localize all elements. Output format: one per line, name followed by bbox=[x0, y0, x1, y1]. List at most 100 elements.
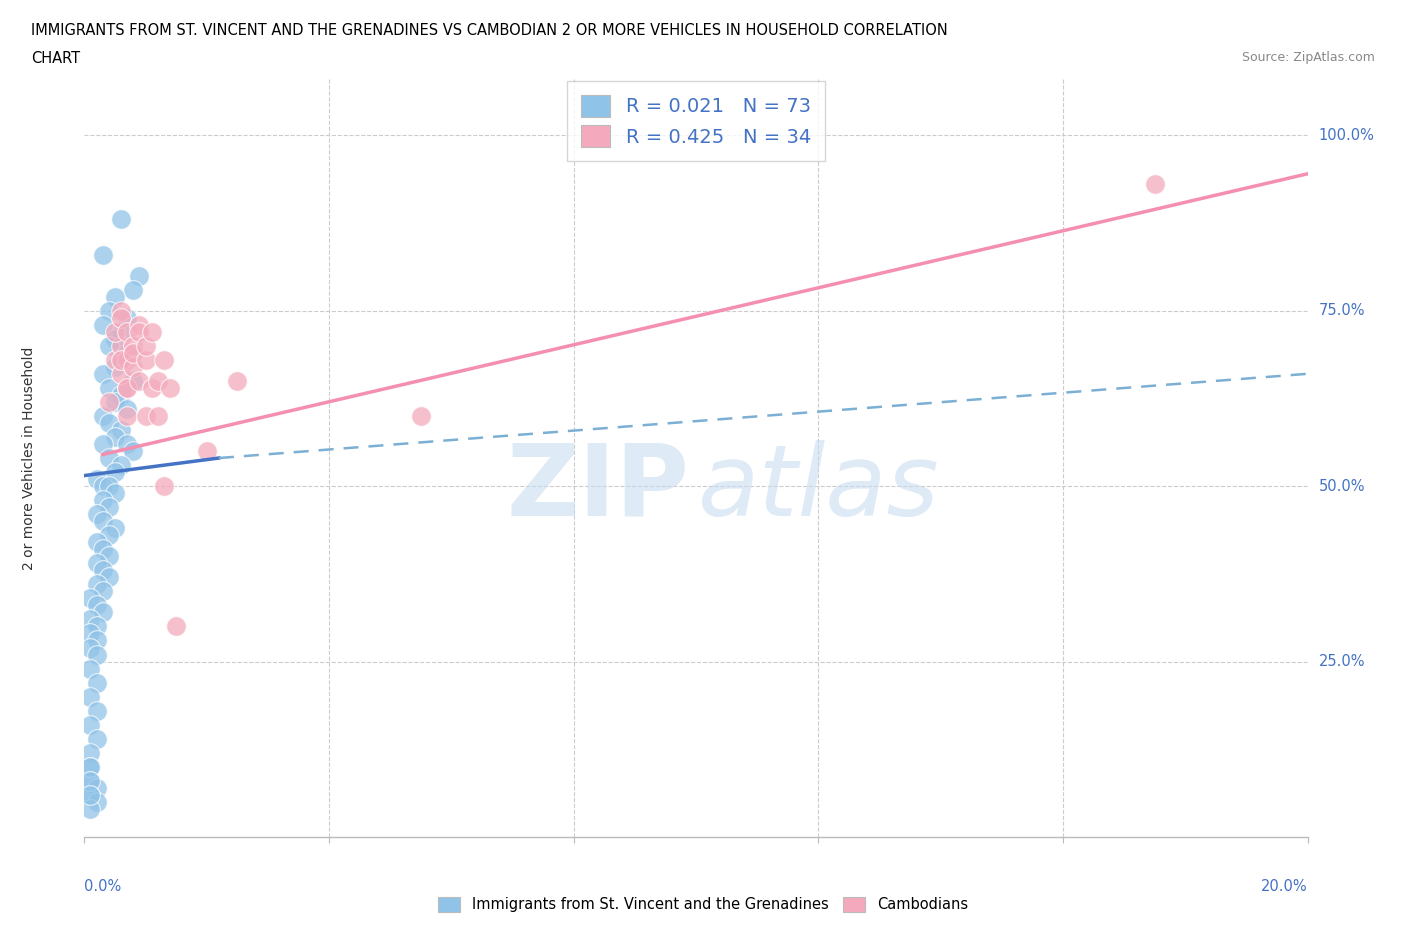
Point bbox=[86, 647, 108, 662]
Point bbox=[97, 303, 120, 318]
Point bbox=[91, 408, 114, 423]
Point bbox=[110, 366, 132, 381]
Point bbox=[104, 430, 127, 445]
Text: 100.0%: 100.0% bbox=[1319, 127, 1375, 142]
Legend: R = 0.021   N = 73, R = 0.425   N = 34: R = 0.021 N = 73, R = 0.425 N = 34 bbox=[568, 81, 824, 161]
Point bbox=[91, 317, 114, 332]
Point bbox=[104, 485, 127, 500]
Point bbox=[86, 794, 108, 809]
Point bbox=[86, 780, 108, 795]
Point bbox=[226, 373, 249, 388]
Point bbox=[79, 661, 101, 676]
Point bbox=[165, 619, 187, 634]
Point bbox=[153, 352, 176, 367]
Point bbox=[97, 394, 120, 409]
Point bbox=[91, 542, 114, 557]
Point bbox=[104, 465, 127, 480]
Point bbox=[91, 366, 114, 381]
Point bbox=[86, 598, 108, 613]
Point bbox=[104, 325, 127, 339]
Point bbox=[91, 605, 114, 620]
Text: 2 or more Vehicles in Household: 2 or more Vehicles in Household bbox=[22, 346, 37, 570]
Point bbox=[115, 380, 138, 395]
Point bbox=[110, 388, 132, 403]
Point bbox=[122, 282, 145, 297]
Point bbox=[104, 521, 127, 536]
Point bbox=[97, 528, 120, 543]
Point bbox=[79, 626, 101, 641]
Point bbox=[86, 675, 108, 690]
Point bbox=[115, 408, 138, 423]
Point bbox=[79, 788, 101, 803]
Point bbox=[91, 493, 114, 508]
Point bbox=[79, 802, 101, 817]
Point bbox=[79, 745, 101, 760]
Point bbox=[110, 422, 132, 437]
Point bbox=[97, 416, 120, 431]
Point bbox=[91, 436, 114, 451]
Text: 0.0%: 0.0% bbox=[84, 879, 121, 894]
Point bbox=[97, 339, 120, 353]
Point bbox=[91, 563, 114, 578]
Text: 25.0%: 25.0% bbox=[1319, 654, 1365, 669]
Point bbox=[128, 373, 150, 388]
Point bbox=[115, 311, 138, 325]
Point bbox=[135, 352, 157, 367]
Text: ZIP: ZIP bbox=[506, 440, 689, 537]
Point bbox=[141, 325, 163, 339]
Point bbox=[79, 774, 101, 789]
Point bbox=[86, 577, 108, 591]
Point bbox=[79, 788, 101, 803]
Point bbox=[97, 380, 120, 395]
Point bbox=[115, 345, 138, 360]
Point bbox=[86, 556, 108, 571]
Point bbox=[97, 499, 120, 514]
Point bbox=[79, 591, 101, 605]
Point bbox=[79, 760, 101, 775]
Point bbox=[97, 570, 120, 585]
Point bbox=[79, 760, 101, 775]
Point bbox=[86, 703, 108, 718]
Point bbox=[128, 268, 150, 283]
Point bbox=[86, 633, 108, 648]
Point bbox=[122, 339, 145, 353]
Point bbox=[79, 717, 101, 732]
Point bbox=[91, 584, 114, 599]
Point bbox=[110, 311, 132, 325]
Point bbox=[86, 619, 108, 634]
Point bbox=[79, 640, 101, 655]
Point bbox=[97, 479, 120, 494]
Point bbox=[110, 352, 132, 367]
Point bbox=[97, 451, 120, 466]
Point bbox=[91, 513, 114, 528]
Point bbox=[86, 507, 108, 522]
Point bbox=[104, 331, 127, 346]
Point bbox=[115, 402, 138, 417]
Point bbox=[122, 345, 145, 360]
Point bbox=[110, 325, 132, 339]
Point bbox=[104, 289, 127, 304]
Point bbox=[110, 458, 132, 472]
Point bbox=[91, 479, 114, 494]
Point bbox=[110, 352, 132, 367]
Point bbox=[135, 408, 157, 423]
Point bbox=[135, 339, 157, 353]
Point bbox=[110, 339, 132, 353]
Point bbox=[104, 394, 127, 409]
Point bbox=[86, 472, 108, 486]
Point bbox=[1143, 177, 1166, 192]
Point bbox=[104, 352, 127, 367]
Point bbox=[110, 212, 132, 227]
Point bbox=[115, 380, 138, 395]
Point bbox=[79, 774, 101, 789]
Point bbox=[141, 380, 163, 395]
Text: atlas: atlas bbox=[697, 440, 939, 537]
Point bbox=[91, 247, 114, 262]
Point bbox=[79, 689, 101, 704]
Point bbox=[115, 352, 138, 367]
Point bbox=[86, 535, 108, 550]
Point bbox=[122, 373, 145, 388]
Point bbox=[122, 359, 145, 374]
Point bbox=[110, 303, 132, 318]
Text: 20.0%: 20.0% bbox=[1261, 879, 1308, 894]
